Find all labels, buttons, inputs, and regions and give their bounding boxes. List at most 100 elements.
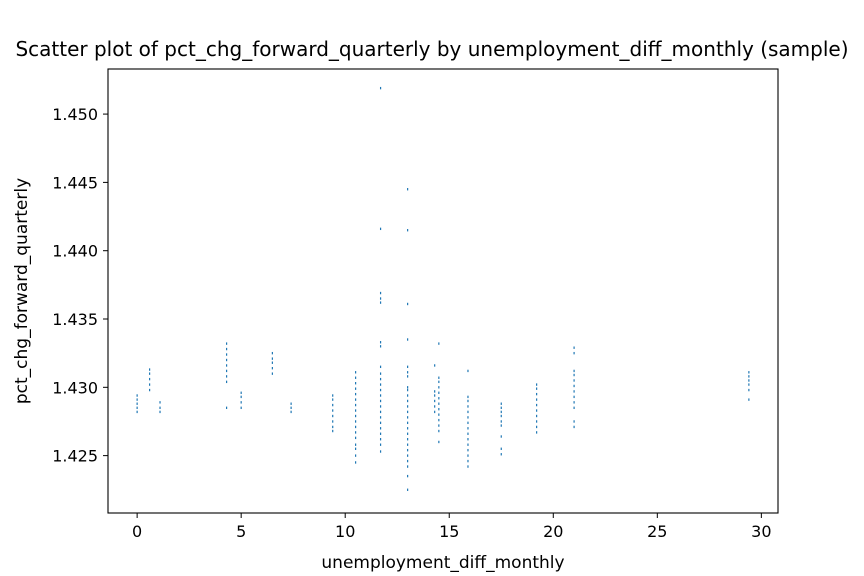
data-point [355, 431, 357, 434]
x-tick-label: 0 [132, 522, 142, 541]
data-point [159, 410, 161, 414]
y-tick-label: 1.440 [52, 242, 98, 261]
data-point [500, 435, 502, 438]
data-point [379, 399, 382, 403]
x-tick-label: 20 [543, 522, 563, 541]
data-point [226, 375, 228, 378]
data-point [467, 427, 469, 430]
data-point [500, 420, 502, 423]
data-point [271, 372, 273, 375]
y-axis: 1.425 1.430 1.435 1.440 1.445 1.450 [52, 105, 108, 466]
data-point [573, 401, 575, 404]
data-point [536, 420, 538, 423]
data-point [407, 405, 409, 408]
data-point [332, 420, 334, 423]
data-point [379, 372, 382, 375]
scatter-points [136, 86, 750, 491]
data-point [149, 368, 151, 371]
data-point [271, 351, 273, 355]
data-point [500, 406, 502, 410]
y-tick-label: 1.430 [52, 378, 98, 397]
data-point [159, 401, 161, 404]
data-point [379, 345, 382, 348]
data-point [438, 342, 440, 345]
data-point [536, 383, 538, 386]
data-point [407, 386, 409, 389]
data-point [332, 398, 334, 401]
data-point [149, 383, 151, 386]
data-point [407, 465, 409, 468]
data-point [355, 436, 357, 440]
data-point [271, 361, 273, 364]
data-point [500, 402, 502, 405]
data-point [379, 291, 382, 295]
data-point [407, 438, 409, 441]
data-point [379, 450, 382, 453]
x-tick-label: 5 [236, 522, 246, 541]
data-point [226, 347, 228, 351]
data-point [573, 425, 575, 429]
data-point [438, 429, 440, 433]
data-point [355, 382, 357, 385]
data-point [379, 227, 382, 231]
data-point [407, 432, 409, 435]
data-point [226, 353, 228, 356]
data-point [379, 438, 382, 441]
data-point [226, 380, 228, 384]
data-point [379, 365, 382, 369]
data-point [407, 448, 409, 452]
chart-title: Scatter plot of pct_chg_forward_quarterl… [15, 37, 848, 61]
data-point [467, 399, 469, 403]
data-point [226, 342, 228, 345]
data-point [407, 488, 409, 491]
data-point [536, 398, 538, 401]
data-point [355, 447, 357, 450]
data-point [438, 397, 440, 400]
data-point [573, 395, 575, 399]
data-point [407, 188, 409, 191]
data-point [500, 414, 502, 418]
data-point [332, 403, 334, 407]
data-point [149, 377, 151, 381]
y-axis-label: pct_chg_forward_quarterly [12, 178, 32, 404]
data-point [355, 403, 357, 407]
data-point [438, 413, 440, 416]
data-point [379, 388, 382, 392]
data-point [748, 398, 750, 401]
data-point [379, 297, 382, 300]
data-point [355, 425, 357, 429]
data-point [379, 341, 382, 344]
data-point [573, 351, 575, 355]
data-point [136, 402, 138, 405]
data-point [573, 390, 575, 393]
data-point [379, 443, 382, 446]
data-point [467, 369, 469, 373]
data-point [500, 410, 502, 414]
data-point [438, 407, 440, 411]
data-point [226, 358, 228, 362]
x-tick-label: 15 [439, 522, 459, 541]
data-point [149, 388, 151, 392]
data-point [536, 409, 538, 412]
plot-area-frame [107, 68, 779, 514]
data-point [438, 380, 440, 384]
data-point [407, 388, 409, 392]
data-point [438, 424, 440, 427]
data-point [332, 409, 334, 412]
data-point [407, 302, 409, 306]
data-point [467, 410, 469, 414]
data-point [271, 366, 273, 370]
data-point [438, 386, 440, 389]
data-point [407, 427, 409, 430]
data-point [355, 371, 357, 374]
data-point [226, 406, 228, 410]
data-point [407, 416, 409, 419]
data-point [467, 454, 469, 457]
data-point [467, 405, 469, 408]
data-point [407, 459, 409, 463]
data-point [467, 459, 469, 463]
data-point [748, 379, 750, 382]
data-point [434, 394, 436, 397]
data-point [536, 392, 538, 396]
data-point [332, 414, 334, 418]
